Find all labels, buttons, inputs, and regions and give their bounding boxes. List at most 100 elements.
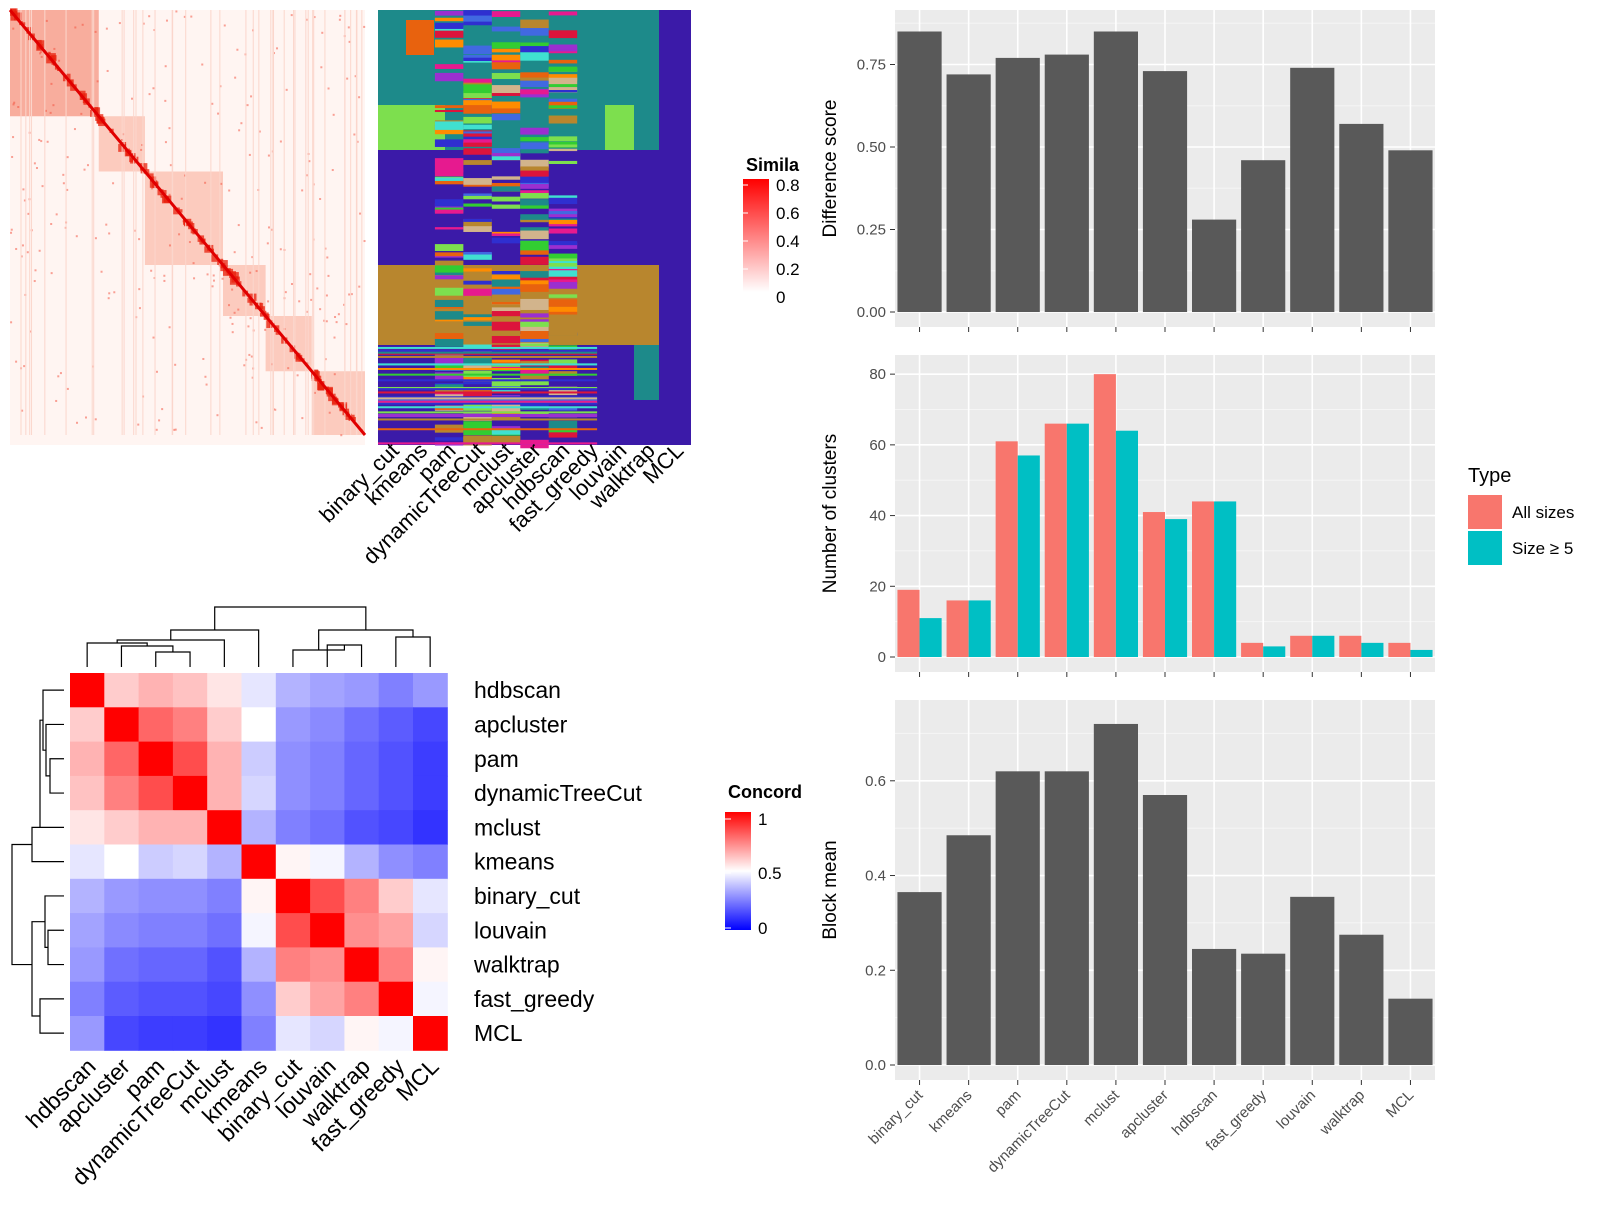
concordance-row-label: kmeans	[474, 849, 555, 875]
concordance-cell	[70, 673, 105, 708]
similarity-cell	[163, 279, 166, 282]
membership-stripe	[434, 299, 464, 307]
membership-stripe	[491, 113, 521, 121]
concordance-cell	[413, 707, 448, 743]
similarity-cell	[240, 122, 243, 125]
similarity-cell	[323, 319, 326, 322]
similarity-cell	[39, 52, 42, 55]
membership-stripe	[548, 241, 578, 246]
dendrogram-branch	[120, 645, 174, 667]
membership-stripe	[434, 109, 464, 113]
membership-block	[378, 105, 445, 150]
concordance-cell	[344, 707, 380, 743]
similarity-cell	[168, 127, 171, 130]
concordance-cell	[378, 1016, 414, 1051]
similarity-cell	[267, 300, 270, 303]
similarity-cell	[140, 148, 143, 151]
bar	[897, 31, 942, 312]
similarity-cell	[313, 391, 316, 394]
y-axis-title: Block mean	[820, 840, 841, 939]
similarity-cell	[353, 133, 356, 136]
concordance-legend-tick-label: 1	[758, 810, 767, 829]
membership-stripe	[520, 27, 549, 36]
similarity-legend-tick-label: 0	[776, 288, 785, 307]
concordance-cell	[378, 707, 414, 743]
membership-stripe	[434, 39, 464, 48]
membership-stripe	[434, 255, 464, 258]
similarity-cell	[266, 320, 275, 329]
bar	[995, 441, 1018, 657]
similarity-cell	[285, 88, 288, 91]
similarity-cell	[66, 387, 69, 390]
similarity-cell	[298, 300, 301, 303]
membership-stripe	[491, 73, 521, 80]
block-mean-chart: 0.0 0.2 0.4 0.6 Block mean	[820, 700, 1435, 1085]
number-of-clusters-chart: 0 20 40 60 80 Number of clusters	[820, 355, 1435, 677]
membership-stripe	[463, 428, 492, 436]
membership-stripe	[463, 268, 492, 272]
similarity-cell	[287, 367, 290, 370]
y-axis-title: Number of clusters	[820, 434, 841, 593]
similarity-cell	[335, 321, 338, 324]
similarity-cell	[359, 212, 362, 215]
similarity-cell	[267, 154, 270, 157]
similarity-cell	[251, 376, 254, 379]
similarity-cell	[270, 228, 273, 231]
similarity-cell	[13, 101, 16, 104]
dendrogram-branch	[318, 629, 414, 650]
concordance-cell	[241, 878, 277, 914]
similarity-legend-tick-label: 0.2	[776, 260, 800, 279]
similarity-cell	[48, 51, 51, 55]
x-tick-label: louvain	[1273, 1087, 1319, 1133]
bar	[1165, 519, 1188, 657]
bar	[1388, 642, 1411, 657]
similarity-cell	[62, 173, 65, 176]
concordance-cell	[275, 775, 311, 811]
membership-stripe	[520, 19, 549, 29]
similarity-cell	[228, 189, 231, 192]
legend-label: All sizes	[1512, 503, 1574, 522]
x-tick-label: dynamicTreeCut	[984, 1086, 1074, 1176]
similarity-cell	[53, 47, 56, 50]
membership-stripe	[463, 21, 492, 26]
concordance-cell	[138, 707, 174, 743]
x-tick-label: apcluster	[1117, 1087, 1172, 1142]
concordance-cell	[70, 878, 105, 914]
y-tick-label: 0.00	[857, 304, 886, 321]
similarity-cell	[37, 45, 41, 50]
similarity-cell	[81, 23, 84, 26]
concordance-cell	[310, 673, 345, 708]
similarity-cell	[204, 375, 207, 378]
concordance-cell	[413, 775, 448, 811]
membership-stripe	[491, 436, 521, 443]
similarity-cell	[348, 293, 351, 296]
concordance-cell	[104, 707, 140, 743]
bar	[1044, 771, 1089, 1065]
membership-stripe	[463, 45, 492, 55]
concordance-cell	[310, 707, 345, 743]
similarity-cell	[233, 311, 236, 314]
similarity-cell	[248, 353, 251, 356]
concordance-cell	[344, 673, 380, 708]
membership-stripe	[548, 115, 578, 124]
membership-stripe	[520, 230, 549, 240]
similarity-cell	[151, 176, 157, 182]
bar	[1241, 160, 1286, 312]
similarity-cell	[216, 414, 219, 417]
membership-stripe	[520, 219, 549, 223]
similarity-cell	[296, 374, 299, 377]
similarity-cell	[211, 102, 214, 105]
concordance-cell	[275, 878, 311, 914]
similarity-cell	[66, 156, 69, 159]
concordance-cell	[413, 981, 448, 1017]
membership-block	[634, 345, 663, 400]
membership-stripe	[491, 148, 521, 154]
similarity-cell	[23, 365, 26, 368]
x-tick-label: MCL	[1383, 1087, 1417, 1121]
membership-stripe	[378, 415, 598, 418]
membership-stripe	[520, 256, 549, 265]
membership-stripe	[434, 177, 464, 182]
similarity-cell	[205, 383, 208, 386]
membership-stripe	[548, 371, 578, 376]
membership-stripe	[520, 77, 549, 81]
